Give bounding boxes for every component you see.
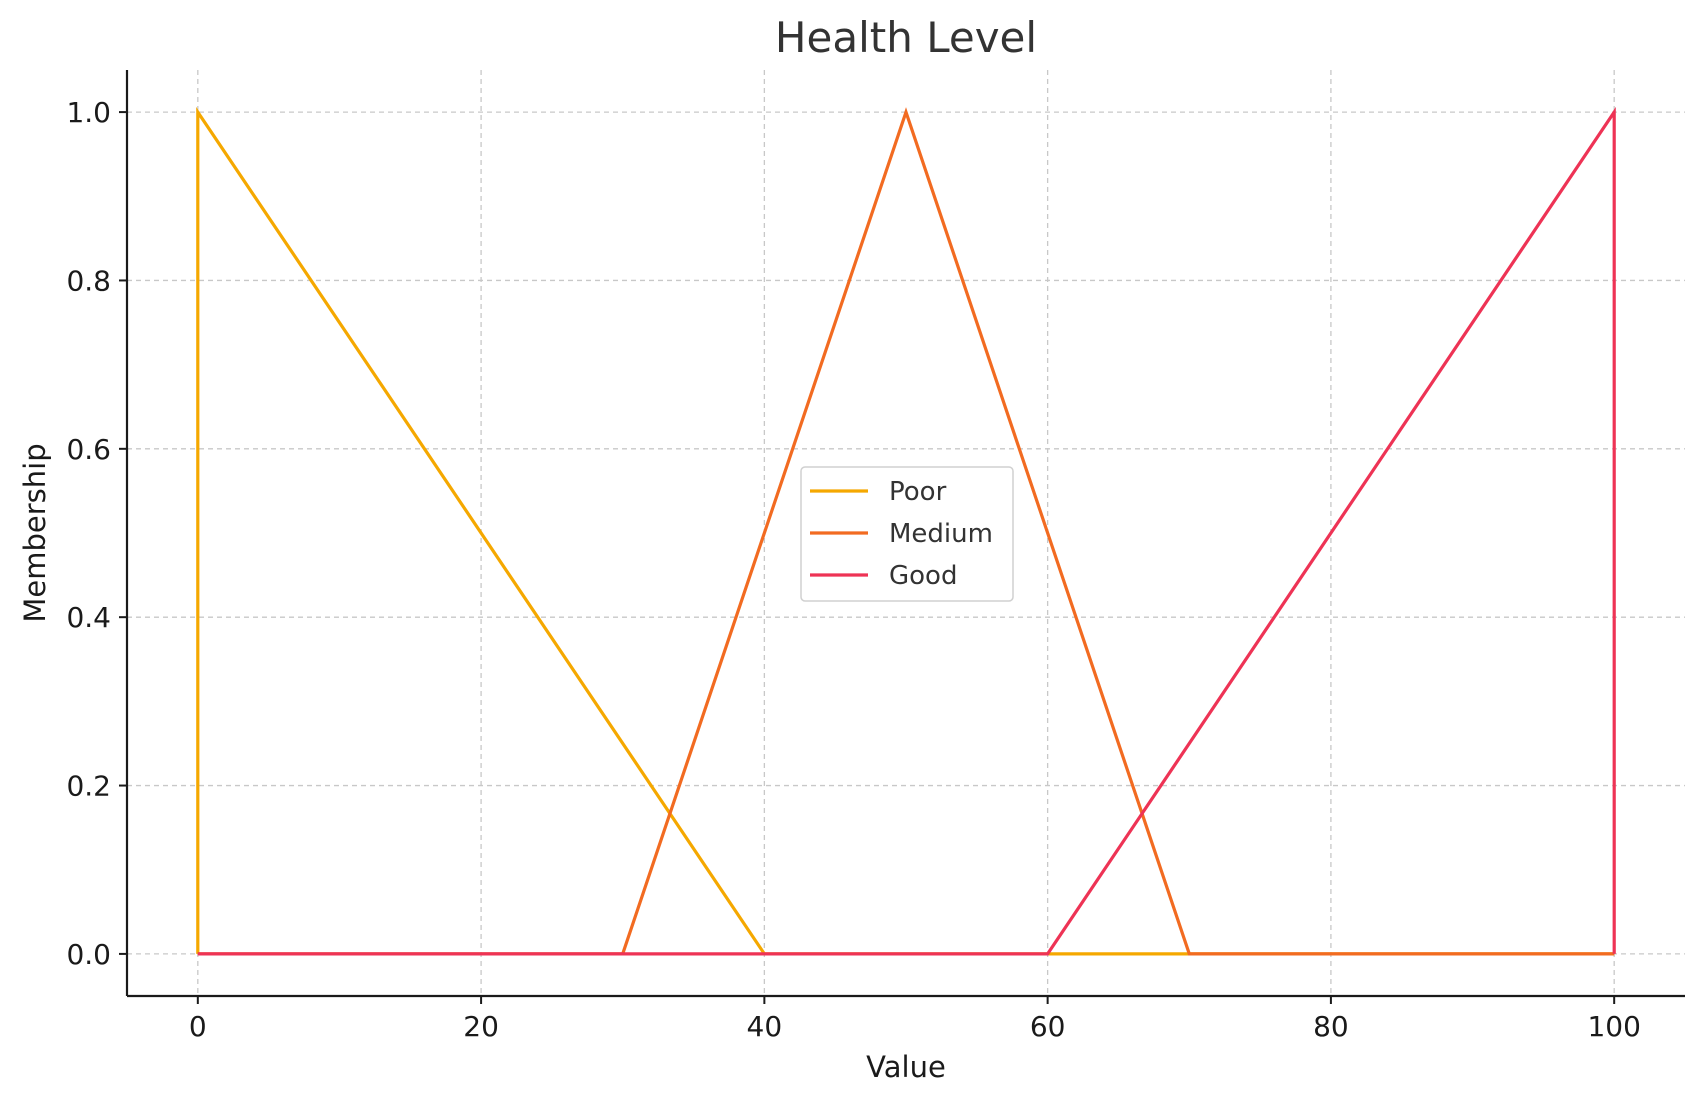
legend-box xyxy=(800,466,1014,602)
chart-title: Health Level xyxy=(775,13,1037,62)
y-axis-label: Membership xyxy=(18,443,52,622)
y-tick-label: 0.8 xyxy=(66,264,111,297)
y-tick-label: 1.0 xyxy=(66,96,111,129)
x-tick-label: 100 xyxy=(1587,1010,1640,1043)
x-tick-label: 80 xyxy=(1313,1010,1349,1043)
y-tick-label: 0.4 xyxy=(66,601,111,634)
x-tick-label: 60 xyxy=(1030,1010,1066,1043)
x-axis-label: Value xyxy=(866,1050,946,1084)
legend-label: Medium xyxy=(889,519,993,549)
legend-label: Good xyxy=(889,561,957,591)
legend-label: Poor xyxy=(889,477,947,507)
series-layer xyxy=(196,106,1616,956)
series-line-good xyxy=(197,106,1616,956)
y-tick-label: 0.6 xyxy=(66,433,111,466)
x-tick-label: 40 xyxy=(747,1010,783,1043)
y-tick-label: 0.2 xyxy=(66,770,111,803)
x-tick-label: 0 xyxy=(189,1010,207,1043)
legend: Poor Medium Good xyxy=(800,466,1014,602)
x-tick-label: 20 xyxy=(463,1010,499,1043)
axes-layer: 0 20 40 60 80 100 0.0 0.2 0.4 0.6 0.8 1.0 xyxy=(66,70,1685,1043)
y-tick-label: 0.0 xyxy=(66,938,111,971)
